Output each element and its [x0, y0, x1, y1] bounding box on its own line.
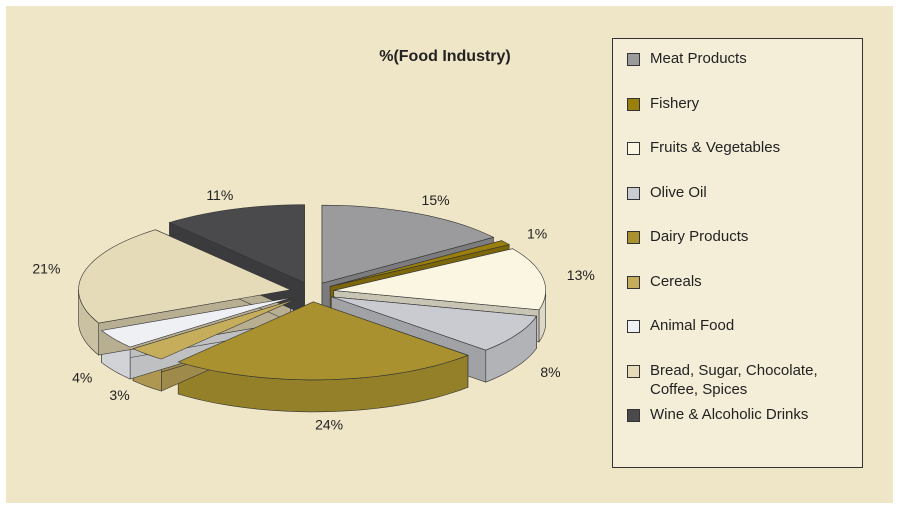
legend-item: Animal Food: [627, 316, 862, 361]
slice: [330, 240, 511, 287]
legend-label: Fruits & Vegetables: [650, 139, 781, 156]
legend-label: Wine & Alcoholic Drinks: [650, 406, 809, 423]
value-label: 8%: [540, 364, 560, 380]
legend-item: Fruits & Vegetables: [627, 138, 862, 183]
value-label: 13%: [567, 267, 595, 283]
legend-swatch: [627, 97, 640, 111]
legend-swatch: [627, 320, 640, 333]
legend-label: Bread, Sugar, Chocolate, Coffee, Spices: [650, 361, 818, 398]
legend-label: Olive Oil: [650, 183, 707, 201]
slice: [321, 204, 495, 284]
slice: [331, 296, 538, 351]
chart-title: %(Food Industry): [379, 48, 511, 65]
legend-label: Animal Food: [650, 317, 735, 334]
value-label: 24%: [315, 416, 343, 432]
slice: [333, 248, 547, 311]
legend-item: Olive Oil: [627, 183, 862, 228]
slice: [100, 297, 294, 348]
value-label: 4%: [72, 369, 92, 385]
legend-swatch: [627, 231, 640, 244]
legend-label: Dairy Products: [650, 228, 749, 245]
legend-item: Meat Products: [627, 49, 862, 94]
legend-swatch: [627, 409, 640, 422]
legend-swatch: [627, 364, 640, 378]
value-label: 1%: [527, 225, 547, 241]
legend-swatch: [627, 142, 640, 155]
legend-label: Cereals: [650, 272, 702, 290]
value-label: 3%: [109, 387, 129, 403]
slice: [177, 301, 469, 381]
legend-label: Meat Products: [650, 50, 747, 67]
slice: [132, 298, 297, 360]
legend-item: Wine & Alcoholic Drinks: [627, 405, 862, 450]
legend-swatch: [627, 275, 640, 289]
slice: [168, 204, 305, 284]
legend-item: Bread, Sugar, Chocolate, Coffee, Spices: [627, 361, 862, 406]
legend-label: Fishery: [650, 94, 700, 112]
legend-item: Fishery: [627, 94, 862, 139]
legend-swatch: [627, 53, 640, 66]
legend: Meat Products Fishery Fruits & Vegetables O…: [612, 38, 863, 468]
value-label: 15%: [422, 192, 450, 208]
slice: [78, 229, 292, 324]
legend-swatch: [627, 186, 640, 200]
legend-item: Cereals: [627, 272, 862, 317]
value-label: 11%: [206, 187, 233, 203]
value-label: 21%: [32, 260, 60, 276]
legend-item: Dairy Products: [627, 227, 862, 272]
